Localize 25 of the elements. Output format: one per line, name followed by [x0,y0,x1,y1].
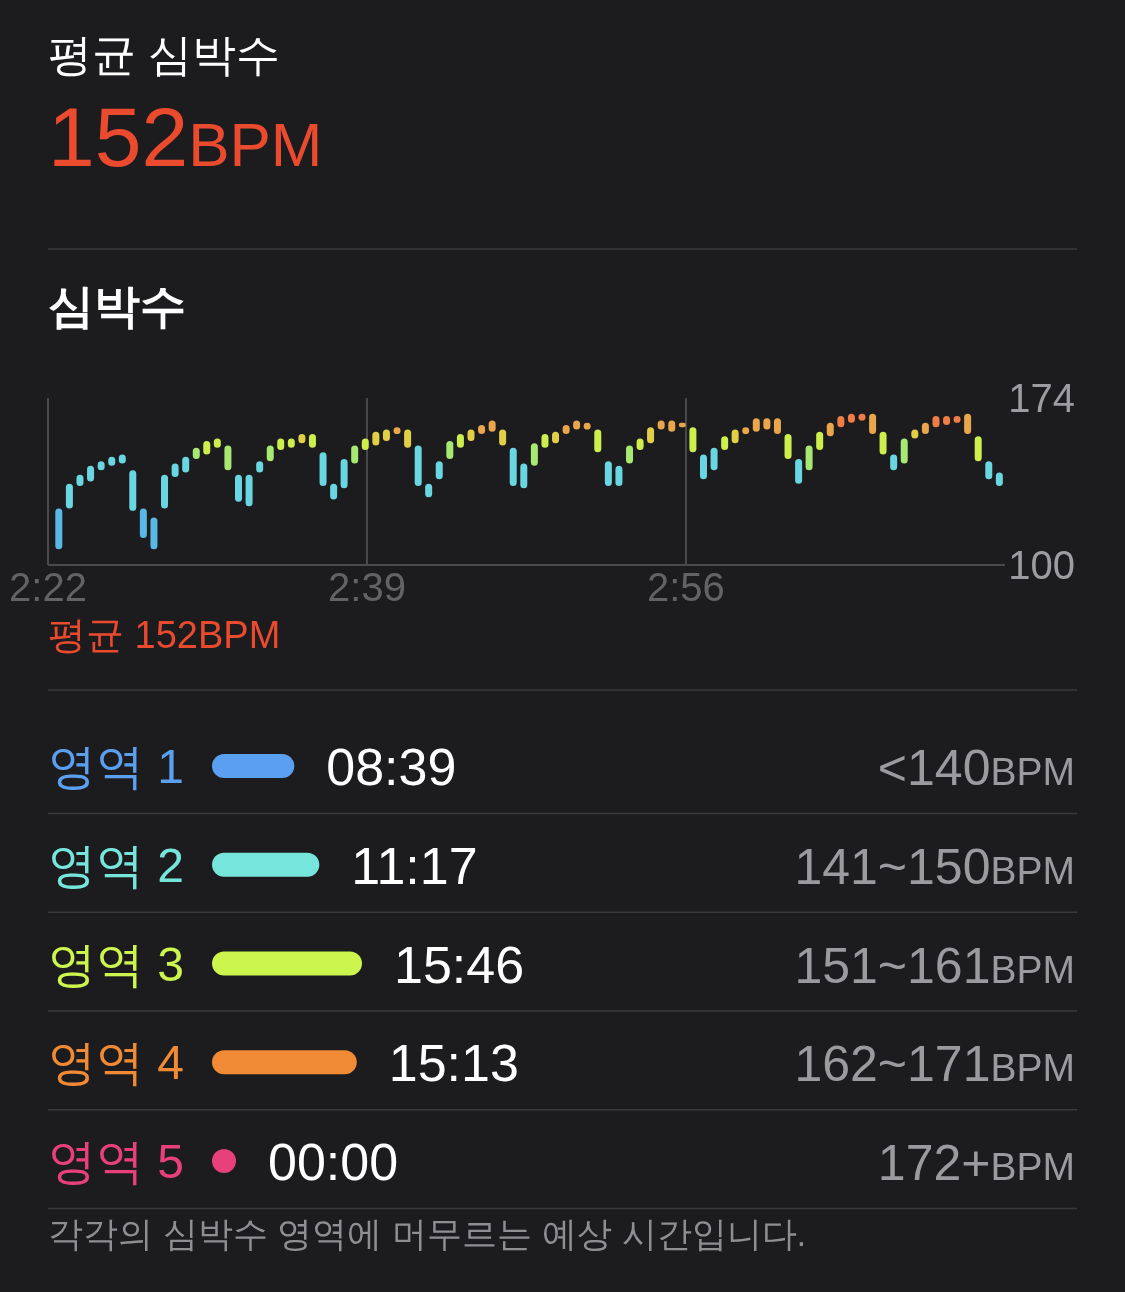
data-label: 15:46 [394,935,525,994]
data-label: 08:39 [326,738,457,796]
text: 172+BPM [877,1135,1075,1191]
data-label: 11:17 [351,836,478,895]
text: 141~150BPM [794,838,1075,895]
y-tick-label: 영역 2 [48,838,185,892]
text: 152BPM [48,90,323,184]
y-tick-label: 100 [1008,543,1075,587]
text: 평균 152BPM [48,614,281,656]
y-tick-label: 174 [1008,376,1075,420]
chart-title: 심박수 [48,280,186,332]
data-label: 15:13 [388,1034,519,1093]
y-tick-label: 영역 5 [48,1135,185,1188]
data-label: 00:00 [268,1133,399,1191]
text: 각각의 심박수 영역에 머무르는 예상 시간입니다. [48,1213,807,1253]
y-tick-label: 영역 3 [48,937,185,991]
x-tick-label: 2:39 [328,565,406,609]
y-tick-label: 영역 4 [48,1036,185,1090]
x-tick-label: 2:56 [647,565,725,609]
text: <140BPM [877,740,1075,796]
text: 평균 심박수 [48,30,281,79]
x-tick-label: 2:22 [9,565,87,609]
y-tick-label: 영역 1 [48,740,185,793]
text: 151~161BPM [794,937,1075,994]
text: 162~171BPM [794,1036,1075,1093]
